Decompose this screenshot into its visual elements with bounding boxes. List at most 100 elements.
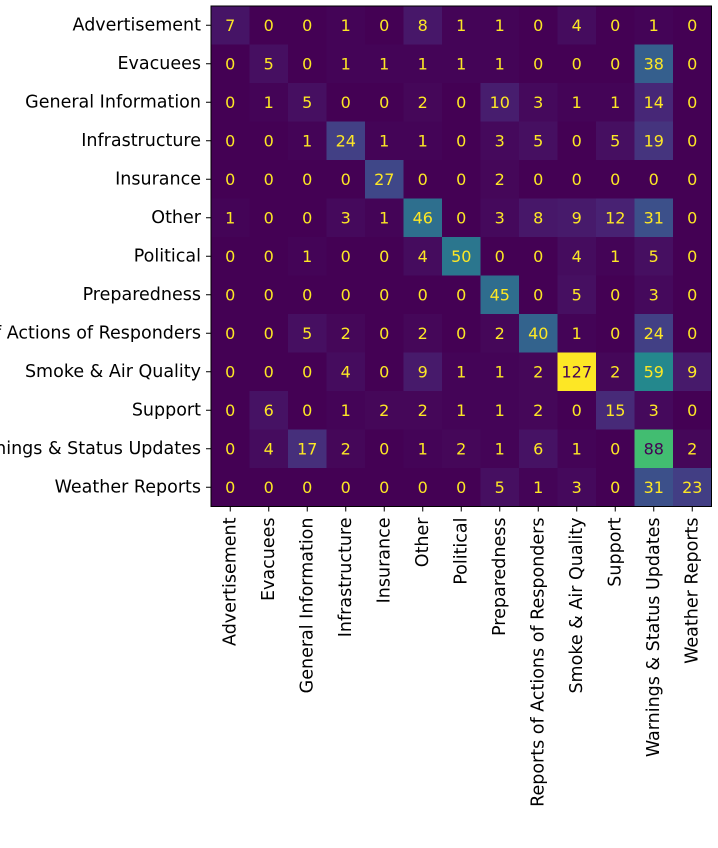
cell-value-label: 0 — [341, 170, 351, 189]
cell-value-label: 0 — [572, 401, 582, 420]
heatmap-cell — [326, 237, 366, 276]
heatmap-cell — [442, 44, 481, 84]
heatmap-cell — [365, 391, 404, 430]
cell-value-label: 19 — [644, 131, 664, 150]
cell-value-label: 0 — [225, 170, 235, 189]
cell-value-label: 3 — [495, 208, 505, 227]
heatmap-cell — [634, 83, 674, 122]
heatmap-cell — [365, 275, 404, 315]
cell-value-label: 1 — [418, 439, 428, 458]
heatmap-cell — [326, 391, 366, 430]
cell-value-label: 15 — [605, 401, 625, 420]
heatmap-cell — [557, 160, 597, 199]
heatmap-cell — [634, 237, 674, 276]
x-tick-label-evacuees: Evacuees — [259, 518, 279, 602]
cell-value-label: 0 — [418, 285, 428, 304]
cell-value-label: 0 — [456, 170, 466, 189]
heatmap-cell — [673, 429, 712, 469]
cell-value-label: 3 — [649, 285, 659, 304]
heatmap-cell — [288, 468, 327, 507]
heatmap-cell — [596, 198, 635, 238]
cell-value-label: 0 — [379, 362, 389, 381]
cell-value-label: 0 — [687, 131, 697, 150]
heatmap-cell — [557, 391, 597, 430]
heatmap-cell — [596, 352, 635, 392]
cell-value-label: 0 — [379, 93, 389, 112]
cell-value-label: 14 — [644, 93, 664, 112]
heatmap-cell — [673, 44, 712, 84]
cell-value-label: 45 — [490, 285, 510, 304]
cell-value-label: 0 — [495, 247, 505, 266]
heatmap-cell — [249, 237, 289, 276]
cell-value-label: 0 — [302, 208, 312, 227]
cell-value-label: 3 — [341, 208, 351, 227]
cell-value-label: 1 — [572, 93, 582, 112]
y-tick-label-support: Support — [132, 400, 201, 420]
heatmap-cell — [634, 391, 674, 430]
heatmap-cell — [288, 237, 327, 276]
heatmap-cell — [519, 83, 558, 122]
heatmap-cell — [596, 6, 635, 45]
heatmap-cell — [480, 429, 520, 469]
heatmap-cell — [211, 160, 250, 199]
heatmap-cell — [442, 6, 481, 45]
cell-value-label: 38 — [644, 54, 664, 73]
heatmap-cell — [288, 121, 327, 161]
y-tick-label-advertisement: Advertisement — [73, 15, 202, 35]
cell-value-label: 0 — [225, 285, 235, 304]
heatmap-cell — [403, 352, 443, 392]
cell-value-label: 0 — [341, 285, 351, 304]
heatmap-cell — [211, 352, 250, 392]
heatmap-cell — [557, 429, 597, 469]
cell-value-label: 31 — [644, 478, 664, 497]
cell-value-label: 24 — [644, 324, 664, 343]
cell-value-label: 1 — [533, 478, 543, 497]
heatmap-cell — [288, 198, 327, 238]
heatmap-cell — [365, 468, 404, 507]
heatmap-cell — [596, 468, 635, 507]
cell-value-label: 0 — [225, 324, 235, 343]
cell-value-label: 0 — [687, 401, 697, 420]
heatmap-cell — [442, 198, 481, 238]
cell-value-label: 1 — [456, 401, 466, 420]
heatmap-cell — [519, 44, 558, 84]
heatmap-cell — [634, 121, 674, 161]
cell-value-label: 0 — [341, 247, 351, 266]
heatmap-cell — [480, 314, 520, 353]
y-tick-label-general-information: General Information — [25, 92, 201, 112]
heatmap-cell — [211, 391, 250, 430]
heatmap-cell — [557, 314, 597, 353]
cell-value-label: 5 — [264, 54, 274, 73]
heatmap-cell — [249, 429, 289, 469]
heatmap-cell — [403, 429, 443, 469]
heatmap-cell — [403, 314, 443, 353]
cell-value-label: 0 — [610, 478, 620, 497]
heatmap-cell — [211, 198, 250, 238]
cell-value-label: 2 — [687, 439, 697, 458]
cell-value-label: 0 — [456, 208, 466, 227]
x-tick-label-insurance: Insurance — [374, 518, 394, 604]
heatmap-cell — [673, 83, 712, 122]
heatmap-cell — [596, 391, 635, 430]
heatmap-cell — [442, 314, 481, 353]
cell-value-label: 1 — [341, 54, 351, 73]
cell-value-label: 0 — [264, 362, 274, 381]
heatmap-cell — [442, 391, 481, 430]
cell-value-label: 1 — [225, 208, 235, 227]
heatmap-cell — [403, 121, 443, 161]
heatmap-cell — [403, 83, 443, 122]
heatmap-cell — [288, 83, 327, 122]
cell-value-label: 0 — [687, 16, 697, 35]
cell-value-label: 0 — [341, 93, 351, 112]
heatmap-cell — [326, 6, 366, 45]
cell-value-label: 0 — [533, 285, 543, 304]
heatmap-cell — [557, 275, 597, 315]
cell-value-label: 1 — [302, 247, 312, 266]
heatmap-cells — [211, 6, 712, 507]
heatmap-cell — [288, 429, 327, 469]
cell-value-label: 0 — [456, 93, 466, 112]
cell-value-label: 0 — [649, 170, 659, 189]
cell-value-label: 10 — [490, 93, 510, 112]
cell-value-label: 1 — [456, 16, 466, 35]
